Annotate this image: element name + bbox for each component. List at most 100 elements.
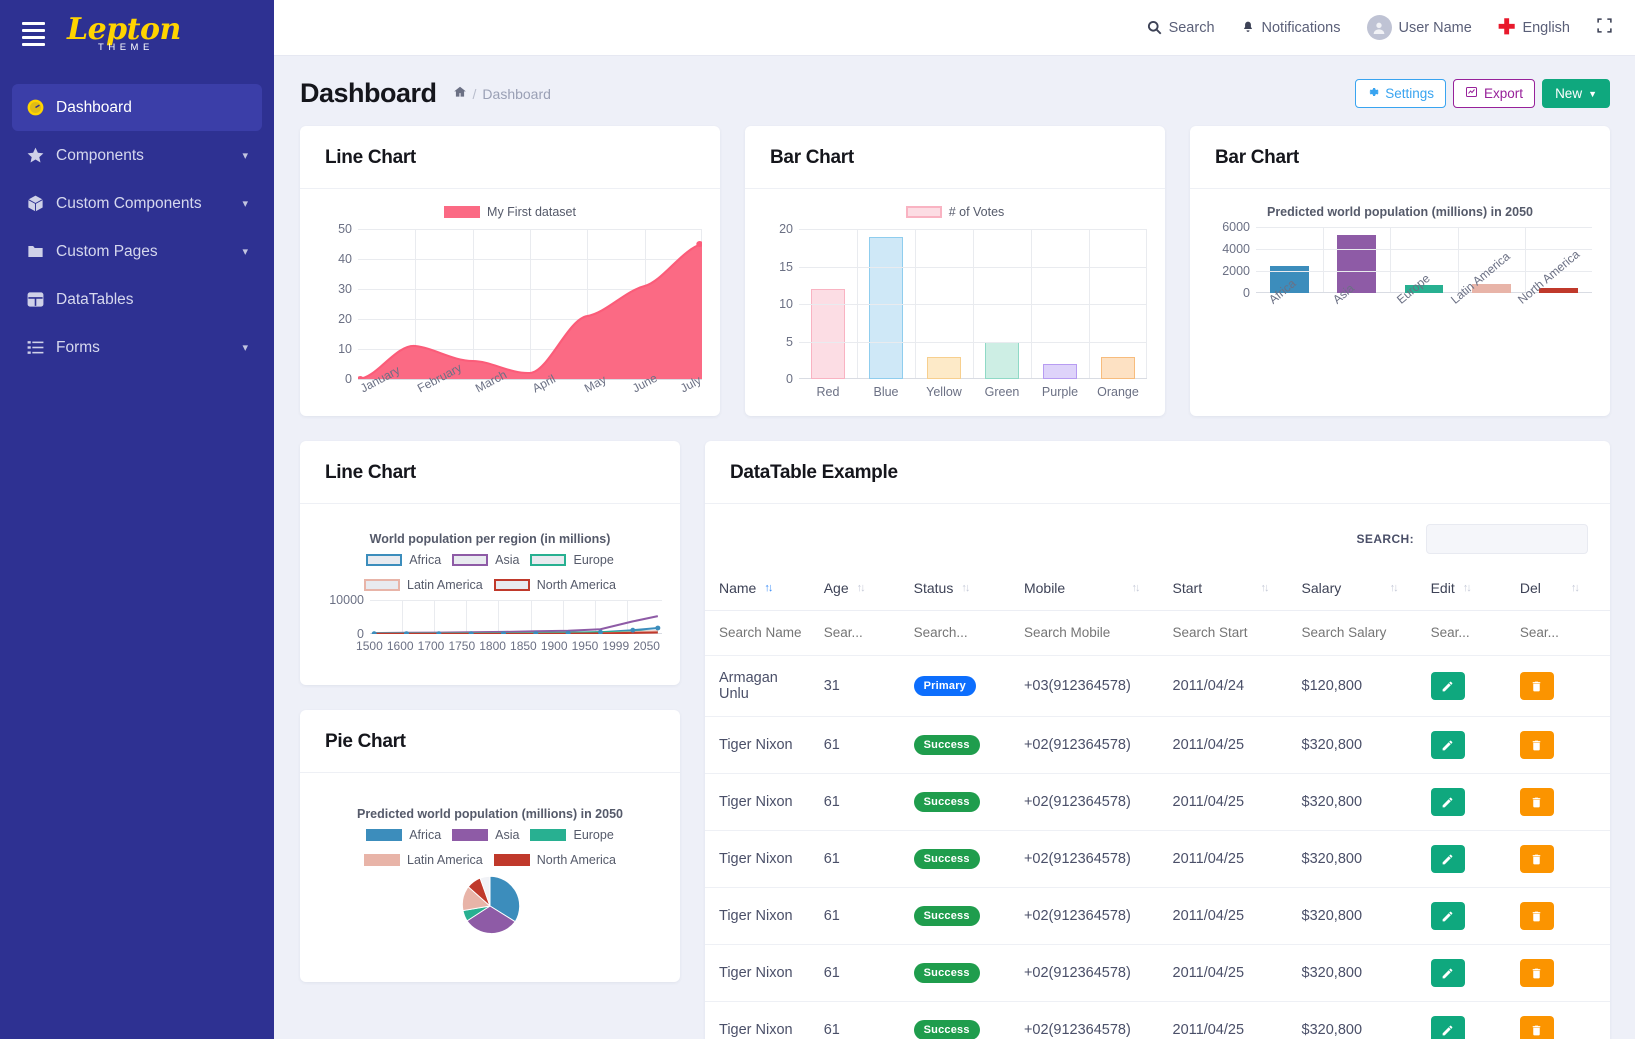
col-status[interactable]: Status ↑↓ [899,570,1010,611]
status-badge: Success [913,735,980,755]
col-del[interactable]: Del ↑↓ [1505,570,1610,611]
col-mobile[interactable]: Mobile ↑↓ [1009,570,1159,611]
search-status-input[interactable] [913,625,1004,640]
sort-icon[interactable]: ↑↓ [1260,581,1270,594]
bar-orange[interactable] [1101,356,1135,379]
edit-button[interactable] [1430,959,1465,987]
bar-red[interactable] [811,289,845,379]
chevron-down-icon[interactable]: ▾ [242,198,248,210]
topbar-search[interactable]: Search [1147,20,1215,36]
sort-icon[interactable]: ↑↓ [856,581,866,594]
table-row[interactable]: Tiger Nixon 61 Success +02(912364578) 2011/0… [705,716,1610,774]
sidebar-item-forms[interactable]: Forms ▾ [12,324,262,371]
export-button[interactable]: Export [1453,79,1536,108]
table-row[interactable]: Tiger Nixon 61 Success +02(912364578) 2011/0… [705,830,1610,888]
sort-icon[interactable]: ↑↓ [1462,581,1472,594]
legend-item[interactable]: Latin America [364,578,483,592]
table-row[interactable]: Tiger Nixon 61 Success +02(912364578) 2011/0… [705,773,1610,831]
table-row[interactable]: Armagan Unlu 31 Primary +03(912364578) 2011/… [705,655,1610,717]
topbar-user[interactable]: User Name [1366,15,1472,40]
edit-button[interactable] [1430,672,1465,700]
table-row[interactable]: Tiger Nixon 61 Success +02(912364578) 2011/0… [705,944,1610,1002]
table-row[interactable]: Tiger Nixon 61 Success +02(912364578) 2011/0… [705,1001,1610,1039]
bar-purple[interactable] [1043,364,1077,379]
col-age[interactable]: Age ↑↓ [809,570,900,611]
edit-button[interactable] [1430,788,1465,816]
search-del-input[interactable] [1519,625,1604,640]
chevron-down-icon[interactable]: ▾ [242,342,248,354]
legend-item[interactable]: Africa [366,553,441,567]
sidebar-item-components[interactable]: Components ▾ [12,132,262,179]
pie-svg[interactable] [459,875,521,937]
x-tick: 1750 [448,639,476,653]
sidebar-item-dashboard[interactable]: Dashboard [12,84,262,131]
sort-icon[interactable]: ↑↓ [1570,581,1580,594]
home-icon[interactable] [453,85,467,102]
search-mobile-input[interactable] [1023,625,1153,640]
legend-item[interactable]: Europe [530,828,614,842]
col-salary[interactable]: Salary ↑↓ [1287,570,1417,611]
search-start-input[interactable] [1172,625,1282,640]
delete-button[interactable] [1519,1016,1554,1039]
legend-item[interactable]: My First dataset [444,205,576,219]
delete-button[interactable] [1519,731,1554,759]
sort-icon[interactable]: ↑↓ [961,581,970,594]
datatable-search-input[interactable] [1426,524,1588,554]
edit-button[interactable] [1430,731,1465,759]
delete-button[interactable] [1519,845,1554,873]
bar-north-america[interactable] [1538,288,1578,293]
edit-button[interactable] [1430,902,1465,930]
delete-button[interactable] [1519,788,1554,816]
col-start[interactable]: Start ↑↓ [1158,570,1288,611]
bar-slot [1390,227,1457,293]
chevron-down-icon[interactable]: ▾ [242,150,248,162]
col-name[interactable]: Name ↑↓ [705,570,810,611]
bar-green[interactable] [985,341,1019,379]
legend-item[interactable]: Asia [452,553,519,567]
legend-item[interactable]: Africa [366,828,441,842]
settings-button[interactable]: Settings [1355,79,1447,108]
search-edit-input[interactable] [1430,625,1500,640]
delete-button[interactable] [1519,902,1554,930]
cell-name: Armagan Unlu [705,655,810,717]
search-age-input[interactable] [823,625,894,640]
legend-item[interactable]: Europe [530,553,614,567]
topbar-language[interactable]: ✚ English [1498,17,1570,38]
topbar-notifications[interactable]: Notifications [1241,20,1341,36]
table-row[interactable]: Tiger Nixon 61 Success +02(912364578) 2011/0… [705,887,1610,945]
search-name-input[interactable] [719,625,804,640]
bar-africa[interactable] [1270,265,1310,293]
card-bar-chart-1: Bar Chart # of Votes [745,126,1165,416]
bar-latin-america[interactable] [1471,284,1511,293]
bar-asia[interactable] [1337,234,1377,293]
bar-yellow[interactable] [927,356,961,379]
legend-item[interactable]: North America [493,853,616,867]
new-button[interactable]: New ▼ [1542,79,1610,108]
sort-icon[interactable]: ↑↓ [1389,581,1399,594]
legend-swatch [530,554,567,566]
cell-salary: $320,800 [1287,716,1417,774]
col-edit[interactable]: Edit ↑↓ [1416,570,1506,611]
bar-europe[interactable] [1404,285,1444,293]
bar-blue[interactable] [869,236,903,379]
legend-item[interactable]: North America [493,578,616,592]
logo[interactable]: Lepton THEME [67,15,181,53]
delete-button[interactable] [1519,672,1554,700]
sidebar-item-custom-components[interactable]: Custom Components ▾ [12,180,262,227]
edit-button[interactable] [1430,845,1465,873]
legend-item[interactable]: Latin America [364,853,483,867]
sidebar-item-custom-pages[interactable]: Custom Pages ▾ [12,228,262,275]
search-salary-input[interactable] [1301,625,1411,640]
edit-button[interactable] [1430,1016,1465,1039]
legend-item[interactable]: Asia [452,828,519,842]
sort-icon[interactable]: ↑↓ [1131,581,1141,594]
expand-icon[interactable] [1596,17,1613,39]
legend-item[interactable]: # of Votes [905,205,1004,219]
chevron-down-icon[interactable]: ▾ [242,246,248,258]
legend-label: Europe [573,553,614,567]
search-cell [1416,610,1506,656]
hamburger-menu-icon[interactable] [22,22,45,46]
delete-button[interactable] [1519,959,1554,987]
sidebar-item-datatables[interactable]: DataTables [12,276,262,323]
sort-icon[interactable]: ↑↓ [764,581,773,594]
